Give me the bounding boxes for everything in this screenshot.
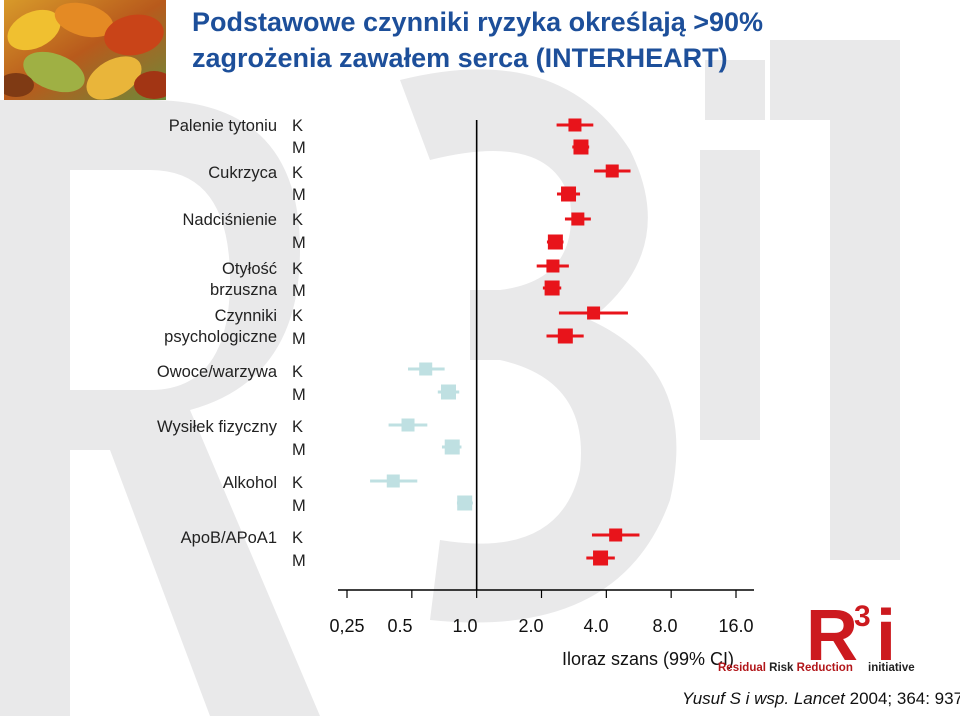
odds-ratio-marker: [444, 439, 460, 455]
odds-ratio-marker: [401, 418, 415, 432]
citation: Yusuf S i wsp. Lancet 2004; 364: 937–52: [682, 689, 960, 709]
sex-label: K: [292, 307, 304, 325]
factor-label-diabetes: Cukrzyca: [208, 164, 277, 182]
x-tick-label: 16.0: [718, 616, 754, 636]
x-tick-label: 2.0: [518, 616, 544, 636]
odds-ratio-marker: [605, 164, 619, 178]
factor-label-smoking: Palenie tytoniu: [168, 117, 277, 135]
r3i-logo: R 3 i Residual Risk Reduction initiative: [718, 596, 950, 680]
logo-tagline: Residual Risk Reduction: [718, 662, 853, 674]
sex-label: M: [292, 330, 306, 348]
factor-label-alcohol: Alkohol: [222, 474, 277, 492]
odds-ratio-marker: [571, 212, 585, 226]
sex-label: M: [292, 386, 306, 404]
sex-label: K: [292, 164, 304, 182]
logo-tagline-residual: Residual: [718, 662, 766, 674]
sex-label: K: [292, 418, 304, 436]
factor-label-hypertension: Nadciśnienie: [182, 211, 277, 229]
odds-ratio-marker: [573, 139, 589, 155]
citation-journal: Lancet: [793, 689, 845, 708]
title-line-1: Podstawowe czynniki ryzyka określają >90…: [192, 7, 764, 37]
logo-superscript: 3: [854, 600, 871, 633]
odds-ratio-marker: [557, 328, 573, 344]
x-tick-label: 1.0: [452, 616, 478, 636]
sex-label: M: [292, 441, 306, 459]
x-tick-label: 4.0: [583, 616, 609, 636]
factor-label-apob-apoa1: ApoB/APoA1: [180, 529, 277, 547]
sex-label: M: [292, 139, 306, 157]
logo-r-letter: R: [806, 598, 858, 664]
r3i-logo-mark: R 3 i: [806, 596, 896, 676]
odds-ratio-marker: [547, 234, 563, 250]
sex-label: K: [292, 211, 304, 229]
sex-label: K: [292, 363, 304, 381]
odds-ratio-marker: [609, 528, 623, 542]
odds-ratio-marker: [561, 186, 577, 202]
sex-label: M: [292, 497, 306, 515]
x-axis-label: Iloraz szans (99% CI): [562, 649, 735, 669]
sex-label: M: [292, 282, 306, 300]
logo-tagline-reduction: Reduction: [796, 662, 853, 674]
slide-title: Podstawowe czynniki ryzyka określają >90…: [192, 4, 932, 76]
sex-label: M: [292, 186, 306, 204]
x-tick-label: 0.5: [387, 616, 413, 636]
logo-tagline-risk: Risk: [769, 662, 794, 674]
factor-label-psychosocial: Czynniki psychologiczne: [164, 307, 277, 346]
odds-ratio-marker: [568, 118, 582, 132]
citation-details: 2004; 364: 937–52: [849, 689, 960, 708]
odds-ratio-marker: [441, 384, 457, 400]
sex-label: K: [292, 260, 304, 278]
sex-label: K: [292, 529, 304, 547]
autumn-leaves-image: [4, 0, 166, 100]
factor-label-exercise: Wysiłek fizyczny: [157, 418, 277, 436]
sex-label: M: [292, 552, 306, 570]
odds-ratio-marker: [587, 306, 601, 320]
odds-ratio-marker: [544, 280, 560, 296]
odds-ratio-marker: [593, 550, 609, 566]
sex-label: K: [292, 117, 304, 135]
factor-label-abdominal-obesity: Otyłość brzuszna: [210, 260, 277, 299]
title-line-2: zagrożenia zawałem serca (INTERHEART): [192, 43, 728, 73]
sex-label: K: [292, 474, 304, 492]
x-tick-label: 8.0: [652, 616, 678, 636]
factor-label-fruit-veg: Owoce/warzywa: [156, 363, 277, 381]
logo-initiative: initiative: [868, 662, 915, 674]
odds-ratio-marker: [386, 474, 400, 488]
citation-authors: Yusuf S i wsp.: [682, 689, 790, 708]
odds-ratio-marker: [419, 362, 433, 376]
sex-label: M: [292, 234, 306, 252]
odds-ratio-marker: [457, 495, 473, 511]
x-tick-label: 0,25: [329, 616, 365, 636]
logo-i-letter: i: [876, 598, 896, 664]
odds-ratio-marker: [546, 259, 560, 273]
